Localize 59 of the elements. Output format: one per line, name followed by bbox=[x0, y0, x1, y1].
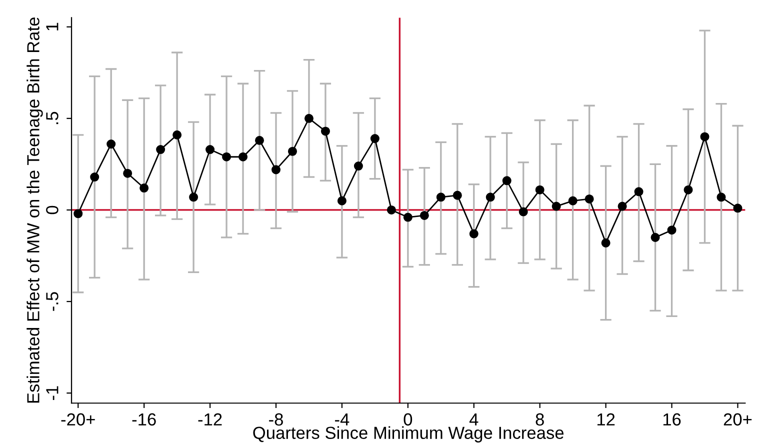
point bbox=[156, 145, 166, 154]
point bbox=[486, 192, 495, 202]
point bbox=[271, 165, 281, 174]
x-tick-label: 20+ bbox=[724, 413, 752, 426]
point bbox=[700, 132, 710, 142]
x-tick-label: 0 bbox=[404, 413, 412, 426]
y-tick-label: -.5 bbox=[46, 292, 58, 311]
point bbox=[552, 202, 561, 211]
point bbox=[601, 238, 610, 248]
y-axis-title: Estimated Effect of MW on the Teenage Birth Rate bbox=[26, 18, 43, 403]
point bbox=[452, 190, 462, 200]
point bbox=[238, 152, 248, 162]
x-tick-label: 4 bbox=[469, 413, 478, 426]
point bbox=[172, 130, 182, 140]
point bbox=[354, 162, 363, 171]
x-axis-title: Quarters Since Minimum Wage Increase bbox=[253, 426, 564, 442]
point bbox=[320, 126, 330, 136]
point bbox=[684, 185, 693, 194]
point bbox=[123, 168, 132, 178]
point bbox=[206, 145, 215, 154]
point bbox=[304, 114, 314, 123]
point bbox=[618, 202, 627, 211]
point bbox=[535, 185, 544, 194]
point bbox=[650, 232, 660, 242]
y-tick-label: 1 bbox=[46, 22, 58, 30]
y-tick-label: -1 bbox=[46, 386, 58, 400]
y-tick-label: .5 bbox=[46, 112, 58, 124]
point bbox=[140, 183, 149, 193]
point bbox=[189, 192, 198, 202]
x-tick-label: 8 bbox=[536, 413, 544, 426]
point bbox=[436, 192, 446, 202]
x-tick-label: -12 bbox=[198, 413, 222, 426]
point bbox=[568, 196, 578, 206]
point bbox=[469, 229, 478, 238]
point bbox=[106, 140, 116, 149]
point bbox=[634, 187, 644, 196]
point bbox=[403, 212, 412, 222]
point bbox=[420, 210, 429, 220]
x-tick-label: -8 bbox=[269, 413, 283, 426]
x-tick-label: -16 bbox=[132, 413, 156, 426]
point bbox=[222, 152, 232, 162]
point bbox=[74, 209, 83, 218]
point bbox=[337, 196, 346, 206]
point bbox=[667, 226, 676, 235]
x-tick-label: 16 bbox=[663, 413, 681, 426]
point bbox=[518, 207, 528, 216]
x-tick-label: 12 bbox=[597, 413, 615, 426]
point bbox=[288, 146, 298, 156]
x-tick-label: -4 bbox=[335, 413, 350, 426]
point bbox=[716, 192, 726, 202]
point bbox=[370, 134, 380, 144]
point bbox=[733, 204, 742, 213]
point bbox=[254, 136, 264, 145]
point bbox=[502, 176, 512, 186]
point bbox=[584, 194, 594, 204]
point bbox=[90, 172, 100, 182]
x-tick-label: -20+ bbox=[61, 413, 95, 426]
point bbox=[386, 205, 396, 214]
y-tick-label: 0 bbox=[46, 206, 58, 214]
